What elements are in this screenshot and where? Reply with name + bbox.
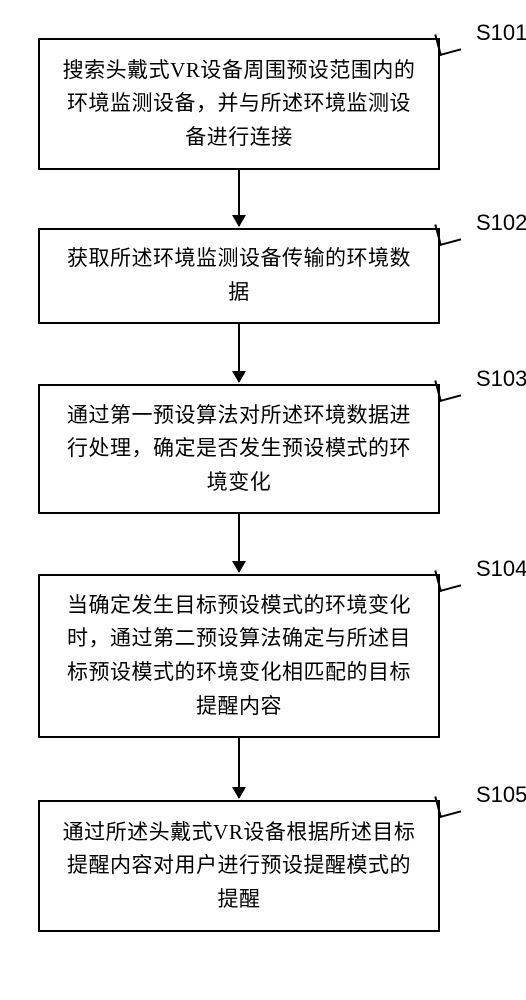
- flow-step-text: 通过所述头戴式VR设备根据所述目标提醒内容对用户进行预设提醒模式的提醒: [58, 816, 420, 917]
- flow-arrow: [238, 738, 240, 798]
- flow-step-text: 搜索头戴式VR设备周围预设范围内的环境监测设备，并与所述环境监测设备进行连接: [58, 54, 420, 155]
- connector-tick: [434, 375, 461, 402]
- flow-arrow: [238, 324, 240, 382]
- flow-step-label-s105: S105: [476, 782, 526, 808]
- flow-step-text: 当确定发生目标预设模式的环境变化时，通过第二预设算法确定与所述目标预设模式的环境…: [58, 589, 420, 723]
- flow-step-s104: 当确定发生目标预设模式的环境变化时，通过第二预设算法确定与所述目标预设模式的环境…: [38, 574, 440, 738]
- connector-tick: [434, 29, 461, 56]
- flow-step-s101: 搜索头戴式VR设备周围预设范围内的环境监测设备，并与所述环境监测设备进行连接: [38, 38, 440, 170]
- flow-step-text: 通过第一预设算法对所述环境数据进行处理，确定是否发生预设模式的环境变化: [58, 399, 420, 500]
- flow-arrow: [238, 170, 240, 226]
- connector-tick: [434, 791, 461, 818]
- flow-step-s103: 通过第一预设算法对所述环境数据进行处理，确定是否发生预设模式的环境变化: [38, 384, 440, 514]
- flow-step-label-s101: S101: [476, 20, 526, 46]
- flow-step-label-s104: S104: [476, 556, 526, 582]
- connector-tick: [434, 219, 461, 246]
- flow-step-text: 获取所述环境监测设备传输的环境数据: [58, 242, 420, 309]
- flow-step-s105: 通过所述头戴式VR设备根据所述目标提醒内容对用户进行预设提醒模式的提醒: [38, 800, 440, 932]
- flow-step-label-s102: S102: [476, 210, 526, 236]
- flow-step-s102: 获取所述环境监测设备传输的环境数据: [38, 228, 440, 324]
- flow-step-label-s103: S103: [476, 366, 526, 392]
- connector-tick: [434, 565, 461, 592]
- flow-arrow: [238, 514, 240, 572]
